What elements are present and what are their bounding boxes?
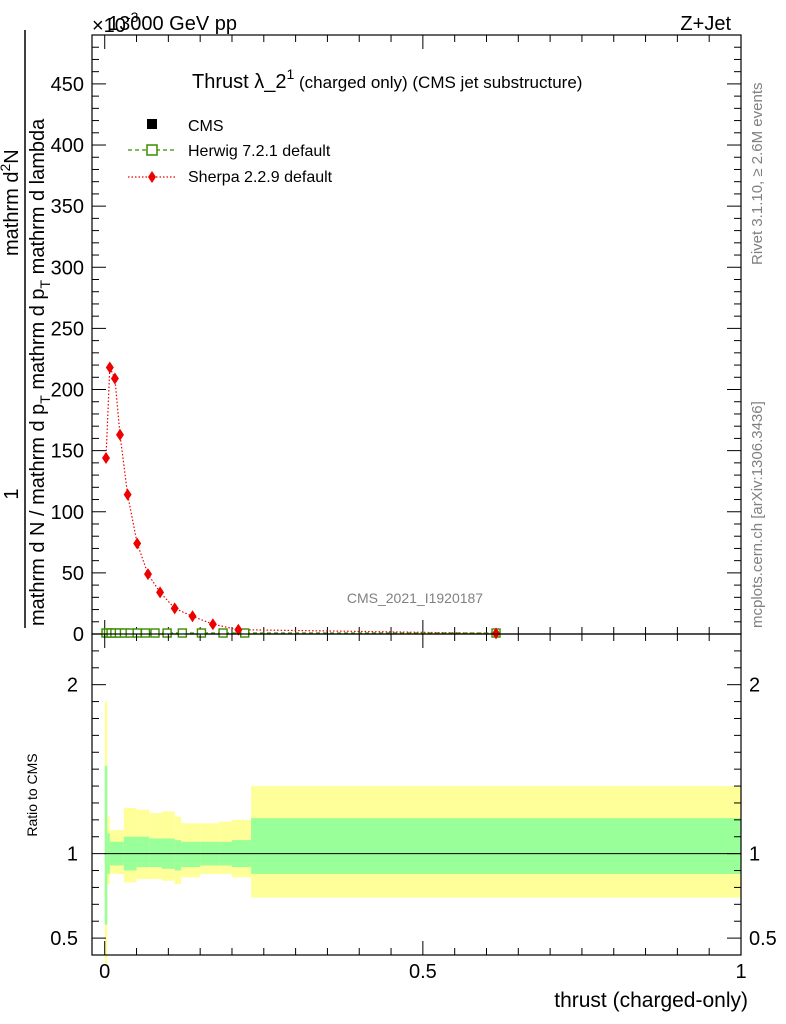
ratio-band-inner <box>181 841 201 868</box>
rivet-label: Rivet 3.1.10, ≥ 2.6M events <box>749 83 766 266</box>
main-x-ticks <box>104 35 742 634</box>
ratio-band-inner <box>251 818 741 874</box>
ratio-band-inner <box>104 765 108 925</box>
sherpa-point <box>188 610 197 623</box>
herwig-point <box>132 628 142 638</box>
legend-herwig-label: Herwig 7.2.1 default <box>188 143 331 160</box>
herwig-point <box>140 628 151 638</box>
ratio-y-tick-label: 2 <box>67 675 78 697</box>
mcplots-label: mcplots.cern.ch [arXiv:1306.3436] <box>749 401 766 628</box>
ratio-band-inner <box>174 840 182 871</box>
legend: CMS Herwig 7.2.1 default Sherpa 2.2.9 de… <box>128 118 333 186</box>
main-y-ticks: 0 50 100 150 200 250 300 350 400 450 <box>51 46 741 646</box>
ratio-y-tick-label: 0.5 <box>50 928 78 950</box>
ratio-band-inner <box>149 838 162 868</box>
plot-title: Thrust λ_21 (charged only) (CMS jet subs… <box>192 66 582 93</box>
ratio-x-ticks: 0 0.5 1 <box>99 634 747 983</box>
ratio-plot-frame <box>91 633 742 956</box>
y-label-numerator: mathrm d2N <box>0 149 23 256</box>
legend-herwig-marker <box>146 144 158 156</box>
sherpa-point <box>115 428 124 441</box>
ratio-y-ticks: 0.5 0.5 1 1 2 2 <box>50 650 777 950</box>
y-tick-label: 50 <box>62 563 84 585</box>
x-tick-label: 1 <box>735 961 746 983</box>
sherpa-point <box>123 488 132 501</box>
sherpa-point <box>133 537 142 550</box>
ratio-bands <box>104 701 741 964</box>
process-label: Z+Jet <box>680 13 731 35</box>
ratio-y-tick-label-right: 1 <box>749 844 760 866</box>
y-tick-label: 100 <box>51 502 84 524</box>
sherpa-point <box>156 586 165 599</box>
herwig-point <box>196 628 207 638</box>
y-axis-label: 1 mathrm d N / mathrm d pT mathrm d pT m… <box>0 30 53 628</box>
y-tick-label: 200 <box>51 380 84 402</box>
y-tick-label: 400 <box>51 135 84 157</box>
legend-cms-marker <box>147 119 157 129</box>
y-tick-label: 300 <box>51 257 84 279</box>
sherpa-point <box>208 618 217 631</box>
main-data-layer <box>101 361 501 640</box>
sherpa-point <box>110 372 119 385</box>
x-tick-label: 0 <box>99 961 110 983</box>
y-tick-label: 250 <box>51 318 84 340</box>
x-axis-label: thrust (charged-only) <box>554 989 748 1012</box>
herwig-point <box>150 628 160 638</box>
sherpa-point <box>170 602 179 615</box>
y-tick-label: 0 <box>73 624 84 646</box>
y-label-one: 1 <box>1 488 23 499</box>
ratio-y-tick-label: 1 <box>67 844 78 866</box>
sherpa-point <box>234 623 243 636</box>
legend-sherpa-label: Sherpa 2.2.9 default <box>188 169 333 186</box>
y-scale-multiplier: ×10-3 <box>92 9 139 37</box>
y-tick-label: 450 <box>51 74 84 96</box>
herwig-point <box>177 628 188 638</box>
x-tick-label: 0.5 <box>409 961 437 983</box>
herwig-point <box>162 628 172 638</box>
y-tick-label: 350 <box>51 196 84 218</box>
legend-cms-label: CMS <box>188 118 224 135</box>
sherpa-point <box>143 568 152 581</box>
legend-sherpa-marker <box>148 171 156 183</box>
ratio-band-inner <box>136 836 150 868</box>
ratio-axis-label: Ratio to CMS <box>24 753 40 836</box>
analysis-watermark: CMS_2021_I1920187 <box>347 590 483 606</box>
y-tick-label: 150 <box>51 441 84 463</box>
sherpa-point <box>492 627 501 640</box>
herwig-point <box>240 628 250 638</box>
ratio-y-tick-label-right: 2 <box>749 675 760 697</box>
herwig-point <box>218 628 228 638</box>
sherpa-point <box>105 361 114 374</box>
y-label-denominator: mathrm d N / mathrm d pT mathrm d pT mat… <box>27 118 53 626</box>
ratio-y-tick-label-right: 0.5 <box>749 928 777 950</box>
energy-label: 13000 GeV pp <box>108 13 237 35</box>
sherpa-point <box>101 451 110 464</box>
